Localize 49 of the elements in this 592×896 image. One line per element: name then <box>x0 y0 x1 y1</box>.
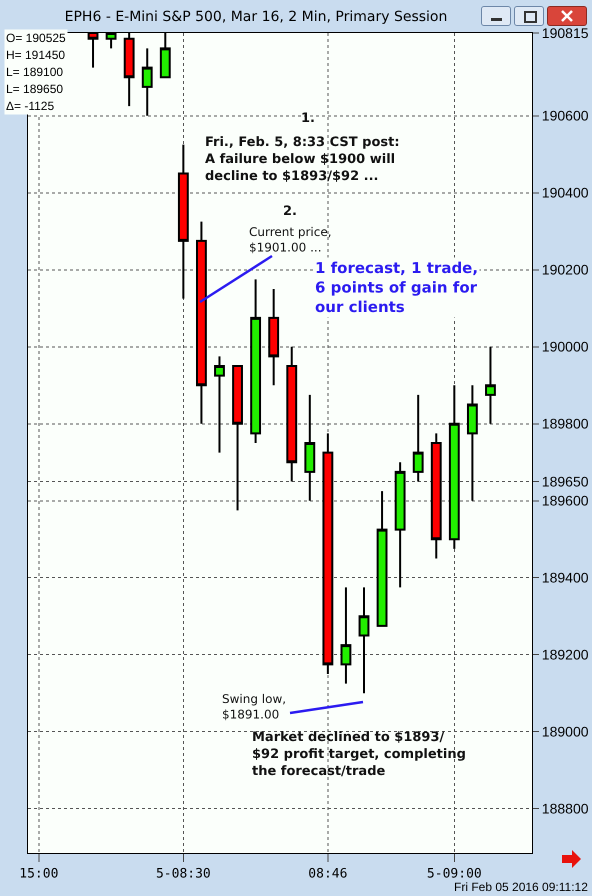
candlestick <box>268 288 280 386</box>
annotation: L= 189100 <box>6 65 64 79</box>
candlestick <box>430 432 442 560</box>
candlestick <box>322 432 334 675</box>
candlestick <box>376 490 388 627</box>
candlestick <box>485 346 496 425</box>
candlestick <box>448 384 460 550</box>
y-tick-label: 190000 <box>542 338 589 355</box>
x-tick-label: 5-09:00 <box>426 866 482 882</box>
y-tick-label: 190815 <box>542 24 589 41</box>
y-tick-label: 190600 <box>542 108 589 124</box>
candlestick <box>286 346 298 482</box>
candlestick <box>394 461 406 588</box>
x-tick-label: 08:46 <box>308 866 348 882</box>
annotation: 1. <box>301 111 315 126</box>
y-tick-label: 189800 <box>542 416 589 432</box>
annotation: Swing low, $1891.00 <box>222 692 286 722</box>
candlestick <box>304 394 316 502</box>
chart-title: EPH6 - E-Mini S&P 500, Mar 16, 2 Min, Primary Session <box>64 8 448 24</box>
candlestick <box>340 586 352 685</box>
candlestick <box>196 220 207 425</box>
y-tick-label: 190200 <box>542 262 589 278</box>
candlestick <box>232 365 243 512</box>
candlestick <box>466 384 478 502</box>
text: Fri Feb 05 2016 09:11:12 <box>454 880 588 894</box>
candlestick <box>178 144 189 300</box>
annotation: 1 forecast, 1 trade, 6 points of gain for our clients <box>315 259 478 316</box>
candlestick <box>358 586 370 694</box>
y-tick-label: 190400 <box>542 184 589 201</box>
annotation: Δ= -1125 <box>6 99 54 113</box>
x-tick-label: 15:00 <box>19 866 58 882</box>
annotation: H= 191450 <box>6 48 66 62</box>
annotation: 2. <box>283 204 297 219</box>
candlestick <box>250 278 262 444</box>
y-tick-label: 189000 <box>542 724 589 740</box>
annotation: Market declined to $1893/ $92 profit target, completing the forecast/trade <box>252 730 466 779</box>
candlestick <box>214 355 225 454</box>
annotation: Current price, $1901.00 ... <box>249 225 332 255</box>
y-tick-label: 189400 <box>542 570 589 586</box>
x-tick-label: 5-08:30 <box>156 866 211 882</box>
y-tick-label: 189200 <box>542 646 589 663</box>
y-tick-label: 188800 <box>542 800 589 817</box>
y-tick-label: 189650 <box>542 473 589 490</box>
annotation: Fri., Feb. 5, 8:33 CST post: A failure below $1900 will decline to $1893/$92 ... <box>205 135 400 184</box>
annotation: O= 190525 <box>6 31 66 45</box>
annotation: L= 189650 <box>6 82 64 96</box>
candlestick <box>412 394 424 482</box>
y-tick-label: 189600 <box>542 492 589 509</box>
candlestick <box>142 47 153 117</box>
